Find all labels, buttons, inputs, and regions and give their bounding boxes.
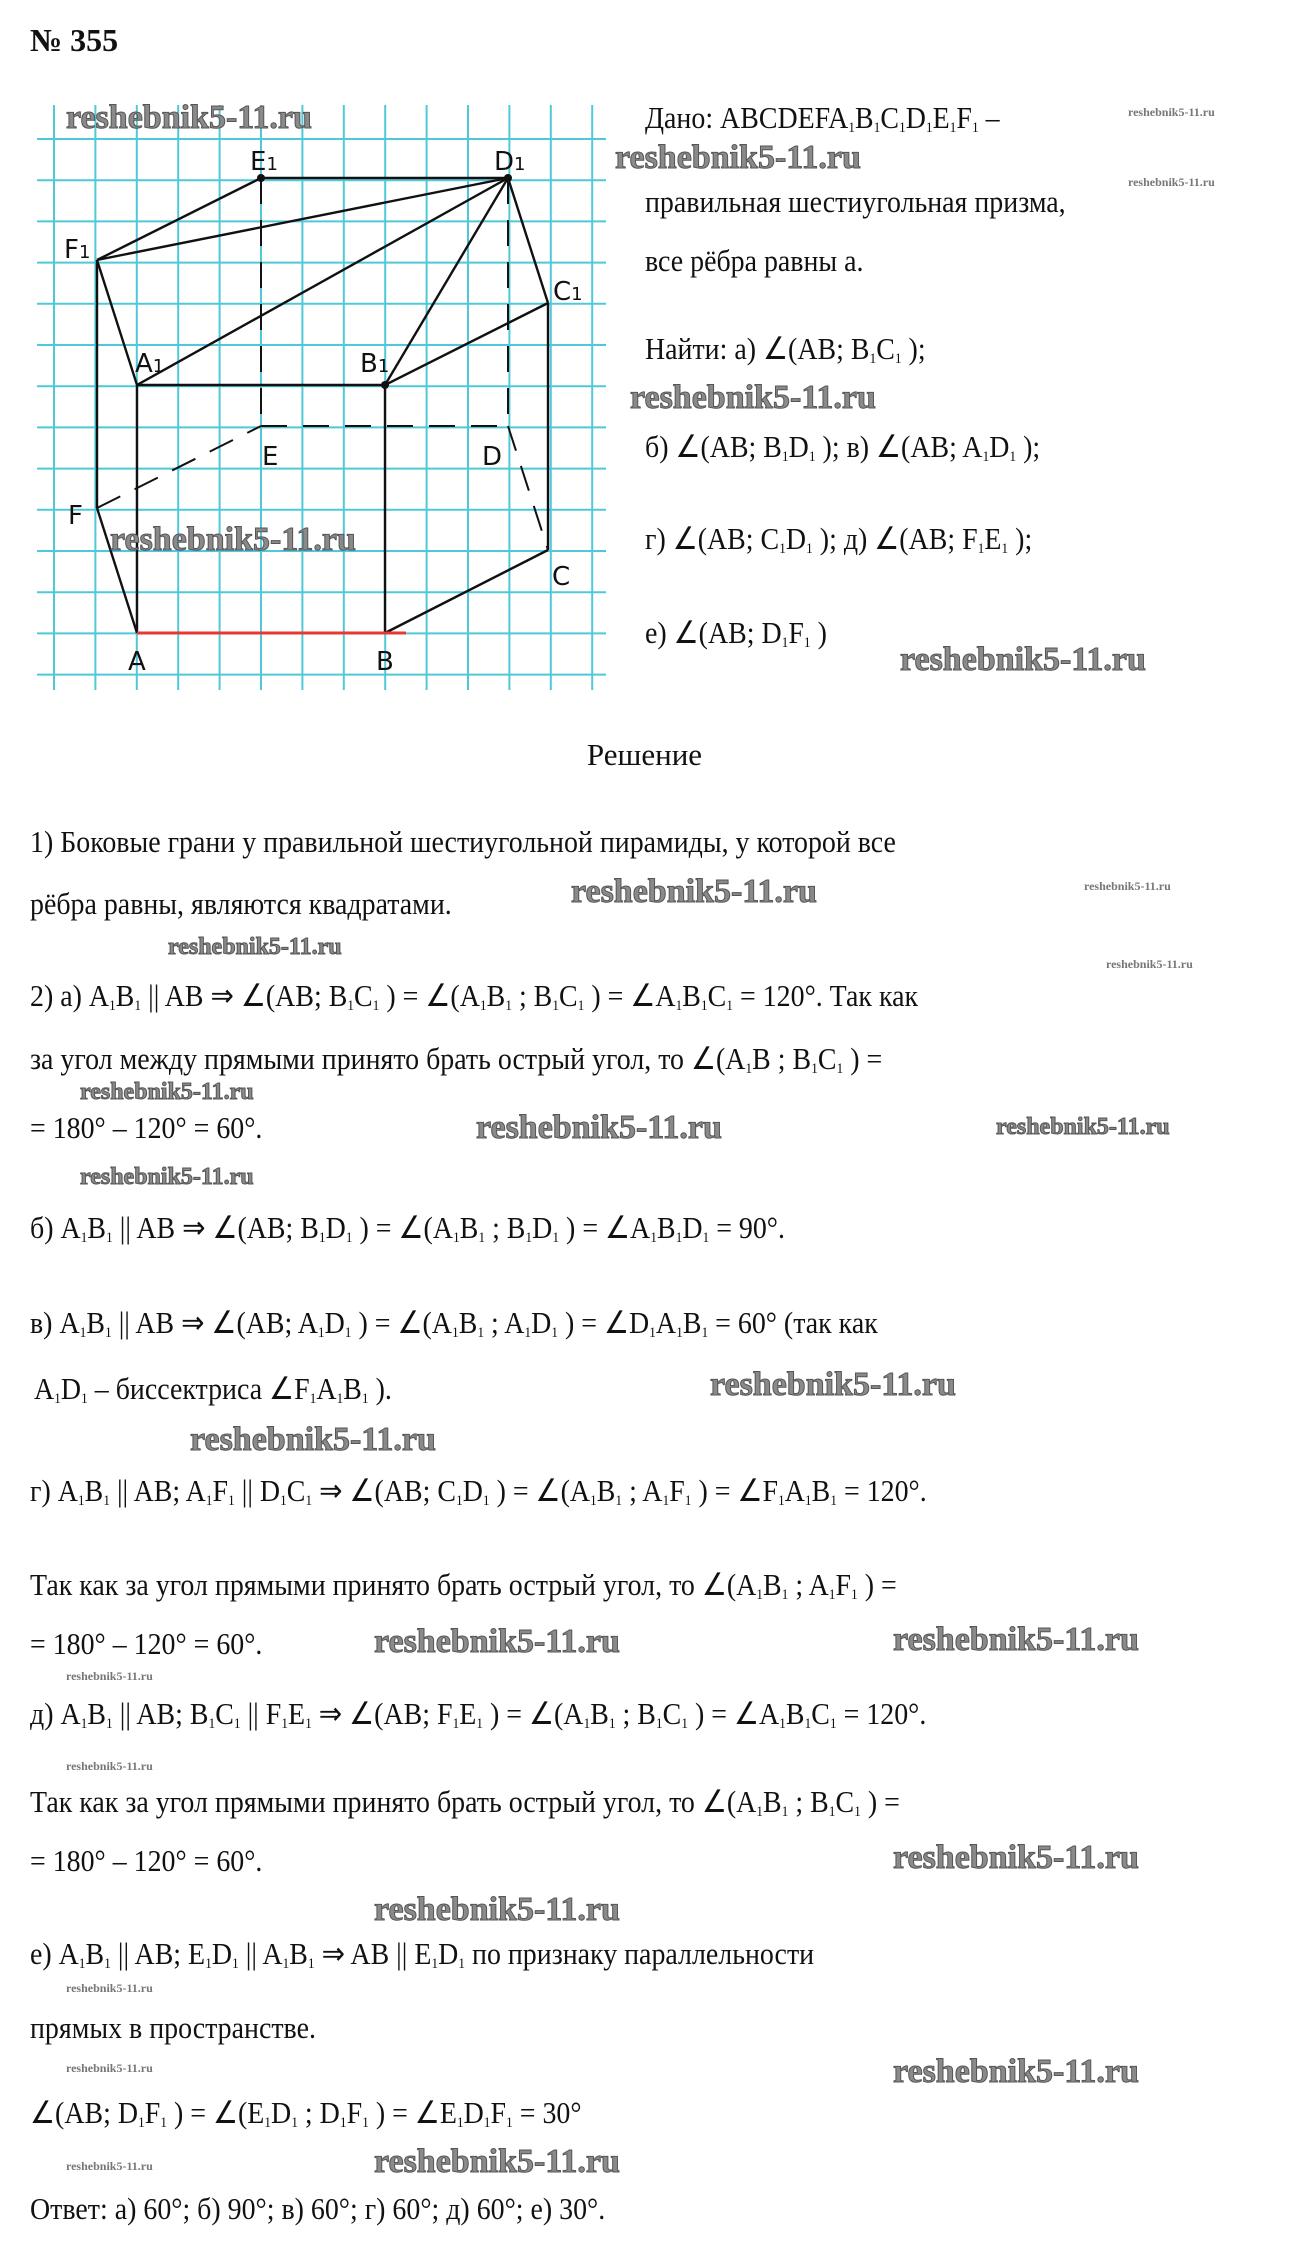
watermark: reshebnik5-11.ru <box>374 1622 621 1660</box>
watermark: reshebnik5-11.ru <box>893 1838 1140 1876</box>
solution-line: прямых в пространстве. <box>30 2010 316 2045</box>
edge-B1D1 <box>383 177 510 386</box>
watermark: reshebnik5-11.ru <box>900 640 1147 678</box>
vertex-label: A1 <box>135 349 164 379</box>
given-line: Дано: ABCDEFA1B1C1D1E1F1 – <box>645 100 1000 136</box>
vertex-dot <box>381 381 389 389</box>
watermark: reshebnik5-11.ru <box>996 1114 1171 1141</box>
watermark: reshebnik5-11.ru <box>66 1759 153 1773</box>
find-line: Найти: а) ∠(AB; B1C1 ); <box>645 331 926 367</box>
given-line: все рёбра равны a. <box>645 243 864 278</box>
vertex-label: E1 <box>250 147 278 177</box>
solution-line: A1D1 – биссектриса ∠F1A1B1 ). <box>34 1371 392 1407</box>
vertex-label: C <box>552 562 570 592</box>
edge-F1E1 <box>96 176 262 262</box>
watermark: reshebnik5-11.ru <box>168 934 343 961</box>
solution-line: б) A1B1 || AB ⇒ ∠(AB; B1D1 ) = ∠(A1B1 ; … <box>30 1210 785 1246</box>
vertex-label: C1 <box>553 277 583 307</box>
watermark: reshebnik5-11.ru <box>1128 175 1215 189</box>
watermark: reshebnik5-11.ru <box>710 1365 957 1403</box>
watermark: reshebnik5-11.ru <box>66 2159 153 2173</box>
vertex-label: F <box>68 501 83 531</box>
watermark: reshebnik5-11.ru <box>80 1164 255 1191</box>
watermark: reshebnik5-11.ru <box>110 520 357 558</box>
solution-line: рёбра равны, являются квадратами. <box>30 886 452 921</box>
watermark: reshebnik5-11.ru <box>66 98 313 136</box>
solution-line: е) A1B1 || AB; E1D1 || A1B1 ⇒ AB || E1D1… <box>30 1936 815 1972</box>
solution-line: 1) Боковые грани у правильной шестиуголь… <box>30 824 896 859</box>
solution-line: г) A1B1 || AB; A1F1 || D1C1 ⇒ ∠(AB; C1D1… <box>30 1473 927 1509</box>
solution-line: Ответ: а) 60°; б) 90°; в) 60°; г) 60°; д… <box>30 2191 606 2226</box>
solution-line: Так как за угол прямыми принято брать ос… <box>30 1784 900 1820</box>
watermark: reshebnik5-11.ru <box>630 378 877 416</box>
find-line: б) ∠(AB; B1D1 ); в) ∠(AB; A1D1 ); <box>645 429 1041 465</box>
watermark: reshebnik5-11.ru <box>66 1669 153 1683</box>
watermark: reshebnik5-11.ru <box>190 1420 437 1458</box>
hidden-edge-DC <box>507 425 549 551</box>
given-line: правильная шестиугольная призма, <box>645 184 1066 219</box>
solution-line: ∠(AB; D1F1 ) = ∠(E1D1 ; D1F1 ) = ∠E1D1F1… <box>30 2095 582 2131</box>
vertex-label: D1 <box>494 147 525 177</box>
vertex-label: D <box>482 442 502 472</box>
edge-A1F1 <box>95 259 139 386</box>
watermark: reshebnik5-11.ru <box>571 872 818 910</box>
solution-line: д) A1B1 || AB; B1C1 || F1E1 ⇒ ∠(AB; F1E1… <box>30 1696 927 1732</box>
solution-line: Так как за угол прямыми принято брать ос… <box>30 1567 897 1603</box>
vertex-label: F1 <box>64 235 90 265</box>
watermark: reshebnik5-11.ru <box>1084 879 1171 893</box>
watermark: reshebnik5-11.ru <box>374 1890 621 1928</box>
edge-BC <box>384 548 549 635</box>
watermark: reshebnik5-11.ru <box>80 1079 255 1106</box>
solution-line: за угол между прямыми принято брать остр… <box>30 1041 883 1077</box>
watermark: reshebnik5-11.ru <box>66 2061 153 2075</box>
solution-heading: Решение <box>586 737 703 772</box>
watermark: reshebnik5-11.ru <box>615 138 862 176</box>
edge-D1C1 <box>506 177 550 304</box>
watermark: reshebnik5-11.ru <box>893 1620 1140 1658</box>
vertex-dot <box>257 174 265 182</box>
problem-number: № 355 <box>30 22 119 58</box>
watermark: reshebnik5-11.ru <box>476 1108 723 1146</box>
vertex-label: E <box>262 442 278 472</box>
find-line: г) ∠(AB; C1D1 ); д) ∠(AB; F1E1 ); <box>645 521 1033 557</box>
edge-F1D1 <box>96 176 509 262</box>
watermark: reshebnik5-11.ru <box>1106 957 1193 971</box>
vertex-dot <box>504 174 512 182</box>
edge-C1B1 <box>384 301 549 387</box>
vertex-label: B <box>376 647 394 677</box>
find-line: е) ∠(AB; D1F1 ) <box>645 615 827 651</box>
watermark: reshebnik5-11.ru <box>1128 105 1215 119</box>
solution-line: в) A1B1 || AB ⇒ ∠(AB; A1D1 ) = ∠(A1B1 ; … <box>30 1305 878 1341</box>
edge-FA <box>95 507 139 634</box>
solution-line: = 180° – 120° = 60°. <box>30 1843 263 1878</box>
watermark: reshebnik5-11.ru <box>374 2142 621 2180</box>
solution-line: 2) а) A1B1 || AB ⇒ ∠(AB; B1C1 ) = ∠(A1B1… <box>30 978 919 1014</box>
edge-A1D1 <box>136 176 509 387</box>
watermark: reshebnik5-11.ru <box>893 2052 1140 2090</box>
watermark: reshebnik5-11.ru <box>66 1981 153 1995</box>
solution-line: = 180° – 120° = 60°. <box>30 1626 263 1661</box>
vertex-label: A <box>128 647 146 677</box>
hidden-edge-FE <box>96 425 262 509</box>
solution-line: = 180° – 120° = 60°. <box>30 1110 263 1145</box>
